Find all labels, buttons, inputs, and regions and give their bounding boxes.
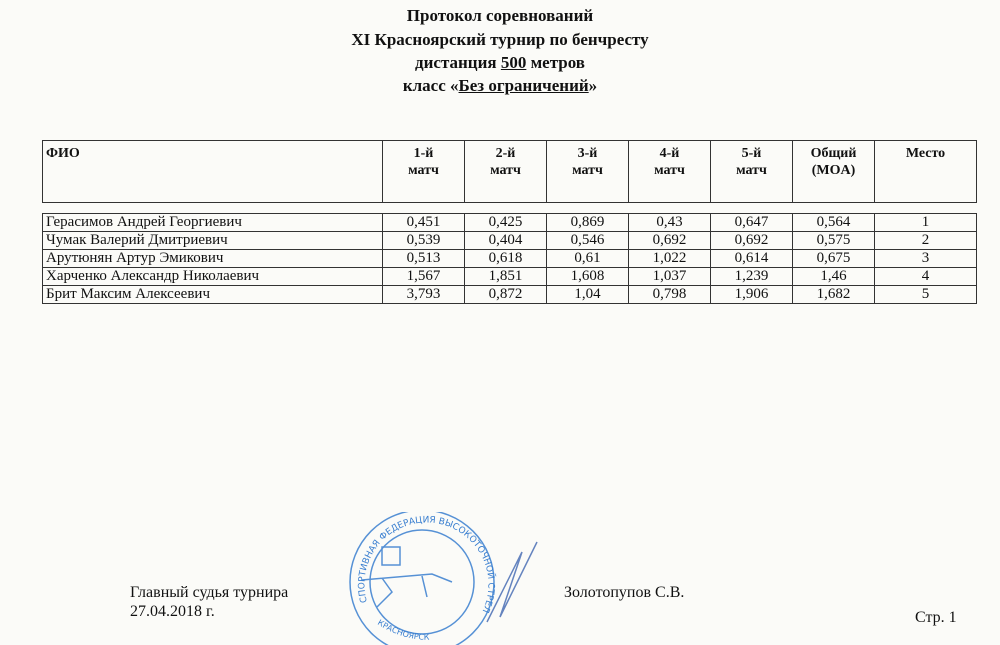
- class-suffix: »: [588, 76, 598, 95]
- class-line: класс «Без ограничений»: [0, 75, 1000, 97]
- place-cell: 3: [874, 249, 977, 268]
- column-header-line1: 1-й: [413, 146, 434, 161]
- athlete-name: Брит Максим Алексеевич: [42, 285, 383, 304]
- total-moa-cell: 0,564: [792, 213, 875, 232]
- match-score-cell: 0,692: [710, 231, 793, 250]
- match-score-cell: 0,425: [464, 213, 547, 232]
- match-score-cell: 1,022: [628, 249, 711, 268]
- column-header-line1: Место: [905, 146, 946, 161]
- place-cell: 4: [874, 267, 977, 286]
- match-score-cell: 1,04: [546, 285, 629, 304]
- match-score-cell: 3,793: [382, 285, 465, 304]
- match-score-cell: 1,239: [710, 267, 793, 286]
- total-moa-cell: 0,575: [792, 231, 875, 250]
- table-row: Харченко Александр Николаевич 1,567 1,851 1…: [42, 267, 977, 286]
- column-header: 3-й матч: [546, 140, 629, 203]
- place-cell: 5: [874, 285, 977, 304]
- column-header-line2: матч: [736, 163, 767, 178]
- match-score-cell: 1,851: [464, 267, 547, 286]
- column-header: 4-й матч: [628, 140, 711, 203]
- match-score-cell: 0,513: [382, 249, 465, 268]
- column-header: Место: [874, 140, 977, 203]
- match-score-cell: 0,869: [546, 213, 629, 232]
- column-header-line2: матч: [654, 163, 685, 178]
- place-cell: 2: [874, 231, 977, 250]
- column-header: ФИО: [42, 140, 383, 203]
- tournament-name: XI Красноярский турнир по бенчресту: [351, 30, 649, 49]
- column-header: 1-й матч: [382, 140, 465, 203]
- athlete-name: Арутюнян Артур Эмикович: [42, 249, 383, 268]
- column-header: Общий (MOA): [792, 140, 875, 203]
- column-header-line1: ФИО: [46, 146, 80, 161]
- athlete-name: Харченко Александр Николаевич: [42, 267, 383, 286]
- match-score-cell: 1,037: [628, 267, 711, 286]
- match-score-cell: 1,567: [382, 267, 465, 286]
- table-row: Герасимов Андрей Георгиевич 0,451 0,425 0,8…: [42, 213, 977, 232]
- results-table: Герасимов Андрей Георгиевич 0,451 0,425 0,8…: [42, 213, 977, 304]
- match-score-cell: 0,61: [546, 249, 629, 268]
- match-score-cell: 0,872: [464, 285, 547, 304]
- match-score-cell: 1,608: [546, 267, 629, 286]
- column-header-line2: матч: [408, 163, 439, 178]
- column-header-line1: 5-й: [741, 146, 762, 161]
- column-header-line1: Общий: [810, 146, 857, 161]
- place-cell: 1: [874, 213, 977, 232]
- judge-label: Главный судья турнира: [130, 584, 289, 601]
- doc-title: Протокол соревнований: [406, 6, 594, 25]
- athlete-name: Чумак Валерий Дмитриевич: [42, 231, 383, 250]
- distance-line: дистанция 500 метров: [0, 52, 1000, 74]
- match-score-cell: 0,451: [382, 213, 465, 232]
- match-score-cell: 0,618: [464, 249, 547, 268]
- column-header-line1: 2-й: [495, 146, 516, 161]
- match-score-cell: 0,546: [546, 231, 629, 250]
- match-score-cell: 0,647: [710, 213, 793, 232]
- class-prefix: класс «: [402, 76, 459, 95]
- match-score-cell: 0,692: [628, 231, 711, 250]
- athlete-name: Герасимов Андрей Георгиевич: [42, 213, 383, 232]
- distance-prefix: дистанция: [415, 53, 501, 72]
- column-header-line1: 4-й: [659, 146, 680, 161]
- table-row: Чумак Валерий Дмитриевич 0,539 0,404 0,546 0…: [42, 231, 977, 250]
- match-score-cell: 0,43: [628, 213, 711, 232]
- match-score-cell: 0,614: [710, 249, 793, 268]
- match-score-cell: 0,798: [628, 285, 711, 304]
- official-stamp: СПОРТИВНАЯ ФЕДЕРАЦИЯ ВЫСОКОТОЧНОЙ СТРЕЛЬ…: [322, 512, 538, 645]
- table-row: Арутюнян Артур Эмикович 0,513 0,618 0,61 1,0…: [42, 249, 977, 268]
- column-header-line2: (MOA): [811, 163, 856, 178]
- match-score-cell: 0,404: [464, 231, 547, 250]
- class-value: Без ограничений: [458, 76, 589, 95]
- column-header: 5-й матч: [710, 140, 793, 203]
- total-moa-cell: 1,682: [792, 285, 875, 304]
- page-number: Стр. 1: [915, 609, 957, 626]
- results-table-header: ФИО 1-й матч 2-й матч 3-й матч 4-й матч 5-й матч Об…: [42, 140, 977, 203]
- judge-name: Золотопупов С.В.: [564, 584, 685, 601]
- distance-suffix: метров: [526, 53, 585, 72]
- column-header-line1: 3-й: [577, 146, 598, 161]
- column-header: 2-й матч: [464, 140, 547, 203]
- total-moa-cell: 1,46: [792, 267, 875, 286]
- distance-value: 500: [500, 53, 527, 72]
- total-moa-cell: 0,675: [792, 249, 875, 268]
- match-score-cell: 1,906: [710, 285, 793, 304]
- column-header-line2: матч: [572, 163, 603, 178]
- match-score-cell: 0,539: [382, 231, 465, 250]
- stamp-city: КРАСНОЯРСК: [376, 618, 430, 642]
- table-row: Брит Максим Алексеевич 3,793 0,872 1,04 0,79…: [42, 285, 977, 304]
- protocol-date: 27.04.2018 г.: [130, 603, 215, 620]
- column-header-line2: матч: [490, 163, 521, 178]
